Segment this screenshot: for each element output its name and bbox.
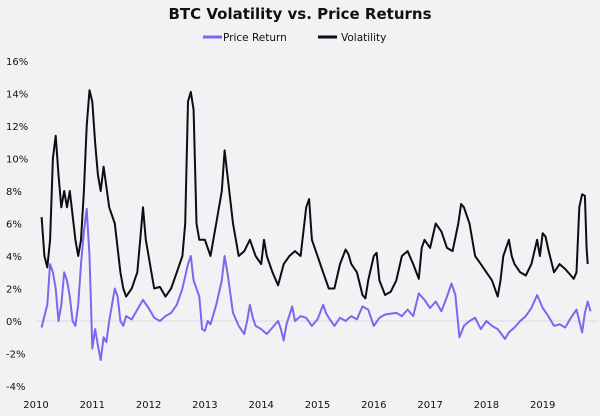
x-tick-label: 2014 (248, 400, 273, 411)
y-tick-label: -2% (6, 350, 25, 361)
y-tick-label: 10% (6, 155, 28, 166)
y-tick-label: 8% (6, 187, 22, 198)
y-tick-label: 2% (6, 285, 22, 296)
y-tick-label: 0% (6, 317, 22, 328)
legend: Price Return Volatility (203, 32, 386, 44)
x-tick-label: 2019 (530, 400, 555, 411)
x-tick-label: 2012 (136, 400, 161, 411)
x-tick-label: 2017 (417, 400, 442, 411)
x-tick-label: 2011 (80, 400, 105, 411)
y-tick-label: 14% (6, 90, 28, 101)
x-tick-label: 2018 (474, 400, 499, 411)
y-tick-label: 6% (6, 220, 22, 231)
y-tick-label: -4% (6, 382, 25, 393)
x-tick-label: 2013 (192, 400, 217, 411)
series-line-price-return (40, 207, 592, 361)
legend-label-price-return: Price Return (223, 32, 287, 44)
x-tick-label: 2016 (361, 400, 386, 411)
chart-title: BTC Volatility vs. Price Returns (168, 5, 431, 23)
y-tick-label: 16% (6, 57, 28, 68)
series-line-volatility (40, 89, 589, 300)
y-tick-label: 12% (6, 122, 28, 133)
series-lines (40, 89, 592, 361)
x-axis: 2010 2011 2012 2013 2014 2015 2016 2017 2018 2019 (23, 400, 555, 411)
x-tick-label: 2010 (23, 400, 48, 411)
legend-label-volatility: Volatility (341, 32, 386, 44)
y-tick-label: 4% (6, 252, 22, 263)
x-tick-label: 2015 (305, 400, 330, 411)
y-axis: 16% 14% 12% 10% 8% 6% 4% 2% 0% -2% -4% (6, 57, 28, 393)
